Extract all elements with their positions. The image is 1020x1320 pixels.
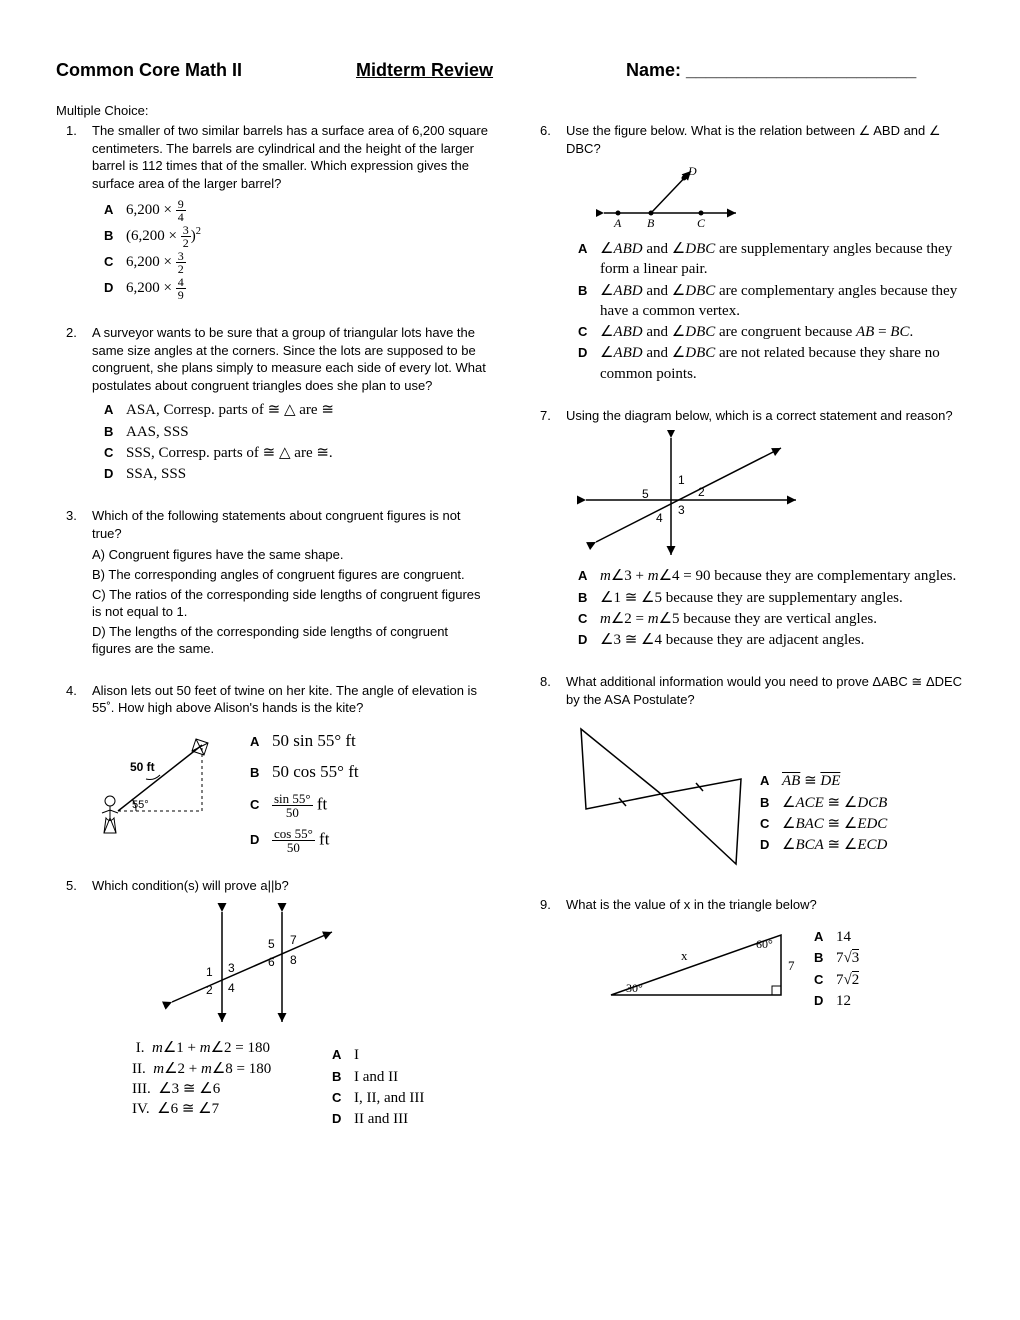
svg-text:2: 2 bbox=[206, 983, 213, 997]
q4-kite-diagram: 55° 50 ft bbox=[92, 723, 242, 843]
question-8: 8. What additional information would you… bbox=[530, 673, 964, 874]
svg-text:60°: 60° bbox=[756, 937, 773, 951]
svg-text:1: 1 bbox=[206, 965, 213, 979]
svg-text:6: 6 bbox=[268, 955, 275, 969]
question-5: 5. Which condition(s) will prove a||b? bbox=[56, 877, 490, 1131]
q8-options: AAB ≅ DE B∠ACE ≅ ∠DCB C∠BAC ≅ ∠EDC D∠BCA… bbox=[760, 770, 887, 856]
svg-text:8: 8 bbox=[290, 953, 297, 967]
svg-text:4: 4 bbox=[656, 511, 663, 525]
q8-triangles-diagram bbox=[566, 714, 756, 874]
question-3: 3. Which of the following statements abo… bbox=[56, 507, 490, 659]
svg-text:3: 3 bbox=[678, 503, 685, 517]
q3-options: A) Congruent figures have the same shape… bbox=[92, 546, 490, 657]
q7-intersecting-lines-diagram: 1 2 3 4 5 bbox=[576, 430, 806, 560]
svg-text:5: 5 bbox=[642, 487, 649, 501]
q6-angle-diagram: A B C D bbox=[596, 163, 746, 233]
svg-text:A: A bbox=[613, 216, 622, 230]
svg-text:5: 5 bbox=[268, 937, 275, 951]
q5-options: AI BI and II CI, II, and III DII and III bbox=[332, 1044, 424, 1130]
svg-text:3: 3 bbox=[228, 961, 235, 975]
question-6: 6. Use the figure below. What is the rel… bbox=[530, 122, 964, 385]
right-column: 6. Use the figure below. What is the rel… bbox=[530, 122, 964, 1152]
q5-roman: I. m∠1 + m∠2 = 180 II. m∠2 + m∠8 = 180 I… bbox=[132, 1038, 332, 1130]
svg-text:50 ft: 50 ft bbox=[130, 760, 155, 774]
svg-text:D: D bbox=[687, 164, 697, 178]
q7-options: Am∠3 + m∠4 = 90 because they are complem… bbox=[566, 566, 964, 650]
q4-options: A50 sin 55° ft B50 cos 55° ft Csin 55°50… bbox=[250, 729, 359, 855]
q6-options: A∠ABD and ∠DBC are supplementary angles … bbox=[566, 239, 964, 384]
q5-parallel-lines-diagram: 1 2 3 4 5 6 7 8 bbox=[152, 902, 352, 1032]
svg-text:x: x bbox=[681, 948, 688, 963]
q9-triangle-diagram: 30° 60° x 7 bbox=[596, 920, 806, 1010]
two-column-layout: 1. The smaller of two similar barrels ha… bbox=[56, 122, 964, 1152]
q2-options: AASA, Corresp. parts of ≅ △ are ≅ BAAS, … bbox=[92, 400, 490, 484]
doc-title: Midterm Review bbox=[356, 60, 626, 81]
question-2: 2. A surveyor wants to be sure that a gr… bbox=[56, 324, 490, 485]
question-7: 7. Using the diagram below, which is a c… bbox=[530, 407, 964, 652]
name-field: Name: _______________________ bbox=[626, 60, 964, 81]
course-title: Common Core Math II bbox=[56, 60, 356, 81]
svg-text:C: C bbox=[697, 216, 706, 230]
question-1: 1. The smaller of two similar barrels ha… bbox=[56, 122, 490, 302]
svg-text:4: 4 bbox=[228, 981, 235, 995]
svg-text:7: 7 bbox=[290, 933, 297, 947]
question-4: 4. Alison lets out 50 feet of twine on h… bbox=[56, 682, 490, 855]
worksheet-page: Common Core Math II Midterm Review Name:… bbox=[0, 0, 1020, 1320]
svg-text:55°: 55° bbox=[132, 799, 149, 811]
q1-options: A6,200 × 94 B(6,200 × 32)2 C6,200 × 32 D… bbox=[92, 198, 490, 301]
section-label: Multiple Choice: bbox=[56, 103, 964, 118]
question-9: 9. What is the value of x in the triangl… bbox=[530, 896, 964, 1012]
page-header: Common Core Math II Midterm Review Name:… bbox=[56, 60, 964, 81]
svg-text:1: 1 bbox=[678, 473, 685, 487]
svg-text:B: B bbox=[647, 216, 655, 230]
svg-text:30°: 30° bbox=[626, 981, 643, 995]
svg-text:2: 2 bbox=[698, 485, 705, 499]
left-column: 1. The smaller of two similar barrels ha… bbox=[56, 122, 490, 1152]
q9-options: A14 B7√3 C7√2 D12 bbox=[814, 926, 859, 1012]
svg-text:7: 7 bbox=[788, 958, 795, 973]
